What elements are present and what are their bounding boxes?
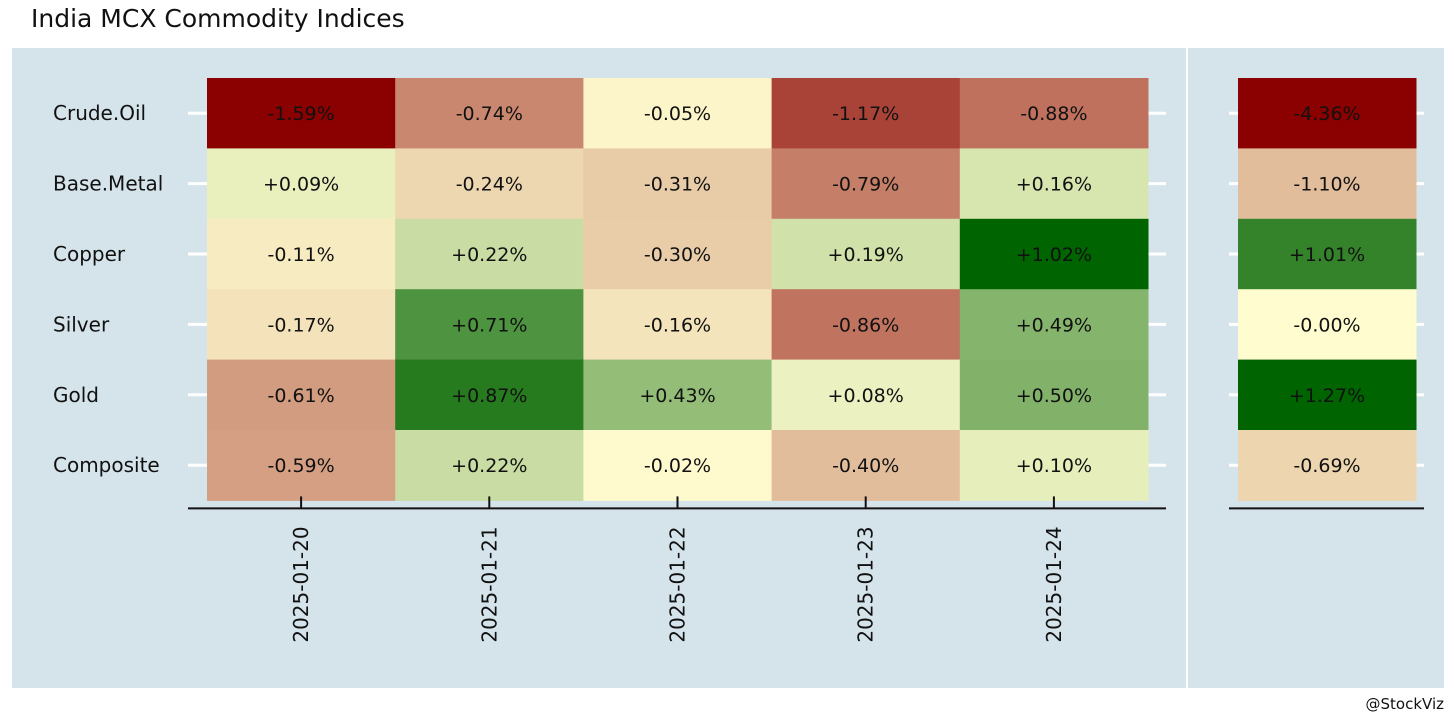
heatmap-cell xyxy=(959,289,1149,361)
y-tick-label: Crude.Oil xyxy=(53,101,146,125)
cell-value-label: +0.19% xyxy=(828,244,904,266)
cell-value-label: +0.16% xyxy=(1016,174,1092,196)
heatmap-cell xyxy=(771,218,961,290)
y-tick-label: Base.Metal xyxy=(53,172,163,196)
cell-value-label: -0.11% xyxy=(267,244,334,266)
cell-value-label: -0.16% xyxy=(644,314,711,336)
heatmap-cell xyxy=(959,359,1149,431)
x-tick-label: 2025-01-22 xyxy=(666,526,690,642)
heatmap-cell xyxy=(207,218,396,290)
cell-value-label: +0.87% xyxy=(451,385,527,407)
heatmap-cell xyxy=(959,78,1149,149)
cell-value-label: -0.86% xyxy=(832,314,899,336)
heatmap-cell xyxy=(207,289,396,361)
heatmap-cell xyxy=(395,359,584,431)
cell-value-label: -0.61% xyxy=(267,385,334,407)
cell-value-label: -0.02% xyxy=(644,455,711,477)
cell-value-label: +0.22% xyxy=(451,455,527,477)
cell-value-label: -0.59% xyxy=(267,455,334,477)
cell-value-label: +0.08% xyxy=(828,385,904,407)
cell-value-label: -0.05% xyxy=(644,103,711,125)
heatmap-cell xyxy=(207,148,396,220)
heatmap-cell xyxy=(583,359,773,431)
cell-value-label: -0.17% xyxy=(267,314,334,336)
heatmap-cell xyxy=(1238,359,1417,431)
cell-value-label: -0.00% xyxy=(1293,314,1360,336)
heatmap-cell xyxy=(959,218,1149,290)
y-tick-label: Copper xyxy=(53,242,126,266)
x-tick-label: 2025-01-24 xyxy=(1042,526,1066,642)
y-tick-label: Gold xyxy=(53,383,99,407)
cell-value-label: +0.22% xyxy=(451,244,527,266)
cell-value-label: +1.01% xyxy=(1289,244,1365,266)
cell-value-label: -1.17% xyxy=(832,103,899,125)
cell-value-label: -0.79% xyxy=(832,174,899,196)
x-tick-label: 2025-01-23 xyxy=(854,526,878,642)
cell-value-label: +0.49% xyxy=(1016,314,1092,336)
heatmap-cell xyxy=(583,148,773,220)
x-tick-label: 2025-01-21 xyxy=(477,526,501,642)
heatmap-cell xyxy=(959,430,1149,501)
heatmap-cell xyxy=(771,359,961,431)
heatmap-cell xyxy=(583,289,773,361)
cell-value-label: -0.69% xyxy=(1293,455,1360,477)
heatmap-cell xyxy=(395,78,584,149)
cell-value-label: -0.88% xyxy=(1020,103,1087,125)
y-tick-label: Composite xyxy=(53,453,160,477)
heatmap-cell xyxy=(1238,430,1417,501)
heatmap-cell xyxy=(207,359,396,431)
x-tick-label: 2025-01-20 xyxy=(289,526,313,642)
y-tick-label: Silver xyxy=(53,312,110,336)
cell-value-label: -4.36% xyxy=(1293,103,1360,125)
cell-value-label: -1.10% xyxy=(1293,174,1360,196)
heatmap-cell xyxy=(771,289,961,361)
cell-value-label: +0.09% xyxy=(263,174,339,196)
heatmap-cell xyxy=(1238,78,1417,149)
cell-value-label: +0.50% xyxy=(1016,385,1092,407)
heatmap-cell xyxy=(959,148,1149,220)
cell-value-label: -1.59% xyxy=(267,103,334,125)
heatmap-cell xyxy=(583,218,773,290)
heatmap-cell xyxy=(395,289,584,361)
cell-value-label: -0.40% xyxy=(832,455,899,477)
cell-value-label: -0.24% xyxy=(456,174,523,196)
source-caption: @StockViz xyxy=(1365,695,1445,713)
cell-value-label: +0.10% xyxy=(1016,455,1092,477)
cell-value-label: +1.02% xyxy=(1016,244,1092,266)
heatmap-cell xyxy=(1238,218,1417,290)
heatmap-cell xyxy=(395,218,584,290)
heatmap-cell xyxy=(771,78,961,149)
heatmap-cell xyxy=(583,430,773,501)
heatmap-cell xyxy=(771,148,961,220)
heatmap-cell xyxy=(395,148,584,220)
heatmap-cell xyxy=(207,430,396,501)
cell-value-label: +1.27% xyxy=(1289,385,1365,407)
heatmap-cell xyxy=(1238,148,1417,220)
cell-value-label: +0.71% xyxy=(451,314,527,336)
heatmap-cell xyxy=(207,78,396,149)
cell-value-label: -0.30% xyxy=(644,244,711,266)
heatmap-cell xyxy=(771,430,961,501)
heatmap-cell xyxy=(1238,289,1417,361)
cell-value-label: -0.74% xyxy=(456,103,523,125)
chart-title: India MCX Commodity Indices xyxy=(31,4,405,33)
cell-value-label: -0.31% xyxy=(644,174,711,196)
cell-value-label: +0.43% xyxy=(639,385,715,407)
heatmap-cell xyxy=(395,430,584,501)
heatmap-cell xyxy=(583,78,773,149)
